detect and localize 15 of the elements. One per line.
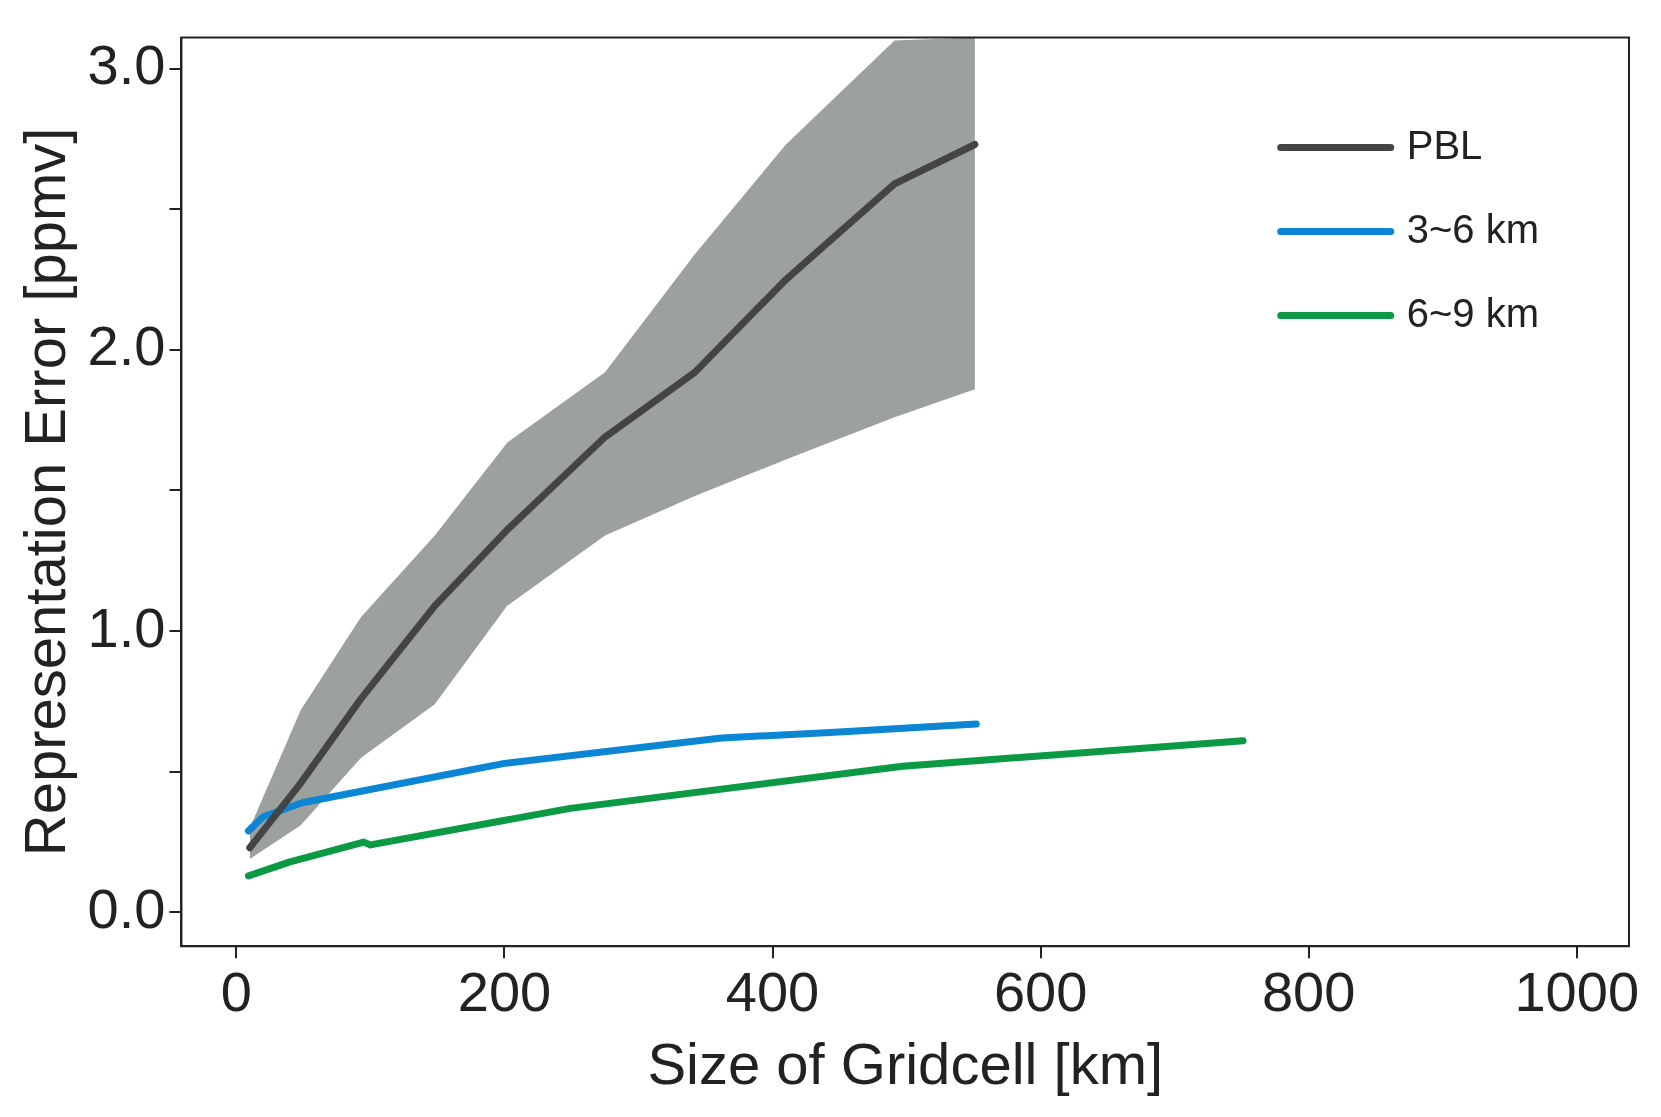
y-tick-label: 2.0 bbox=[87, 314, 166, 378]
x-tick-label: 800 bbox=[1261, 960, 1356, 1024]
x-tick-label: 400 bbox=[725, 960, 820, 1024]
legend-label: PBL bbox=[1406, 122, 1483, 167]
y-axis-title: Representation Error [ppmv] bbox=[11, 127, 77, 857]
y-tick-label: 3.0 bbox=[87, 32, 166, 96]
y-tick-label: 0.0 bbox=[87, 876, 166, 940]
legend-label: 6~9 km bbox=[1406, 290, 1540, 335]
x-tick-label: 1000 bbox=[1514, 960, 1640, 1024]
legend-label: 3~6 km bbox=[1406, 206, 1540, 251]
x-tick-label: 200 bbox=[457, 960, 552, 1024]
x-tick-label: 600 bbox=[993, 960, 1088, 1024]
y-tick-label: 1.0 bbox=[87, 595, 166, 659]
x-tick-label: 0 bbox=[220, 960, 252, 1024]
x-axis-title: Size of Gridcell [km] bbox=[647, 1031, 1164, 1097]
